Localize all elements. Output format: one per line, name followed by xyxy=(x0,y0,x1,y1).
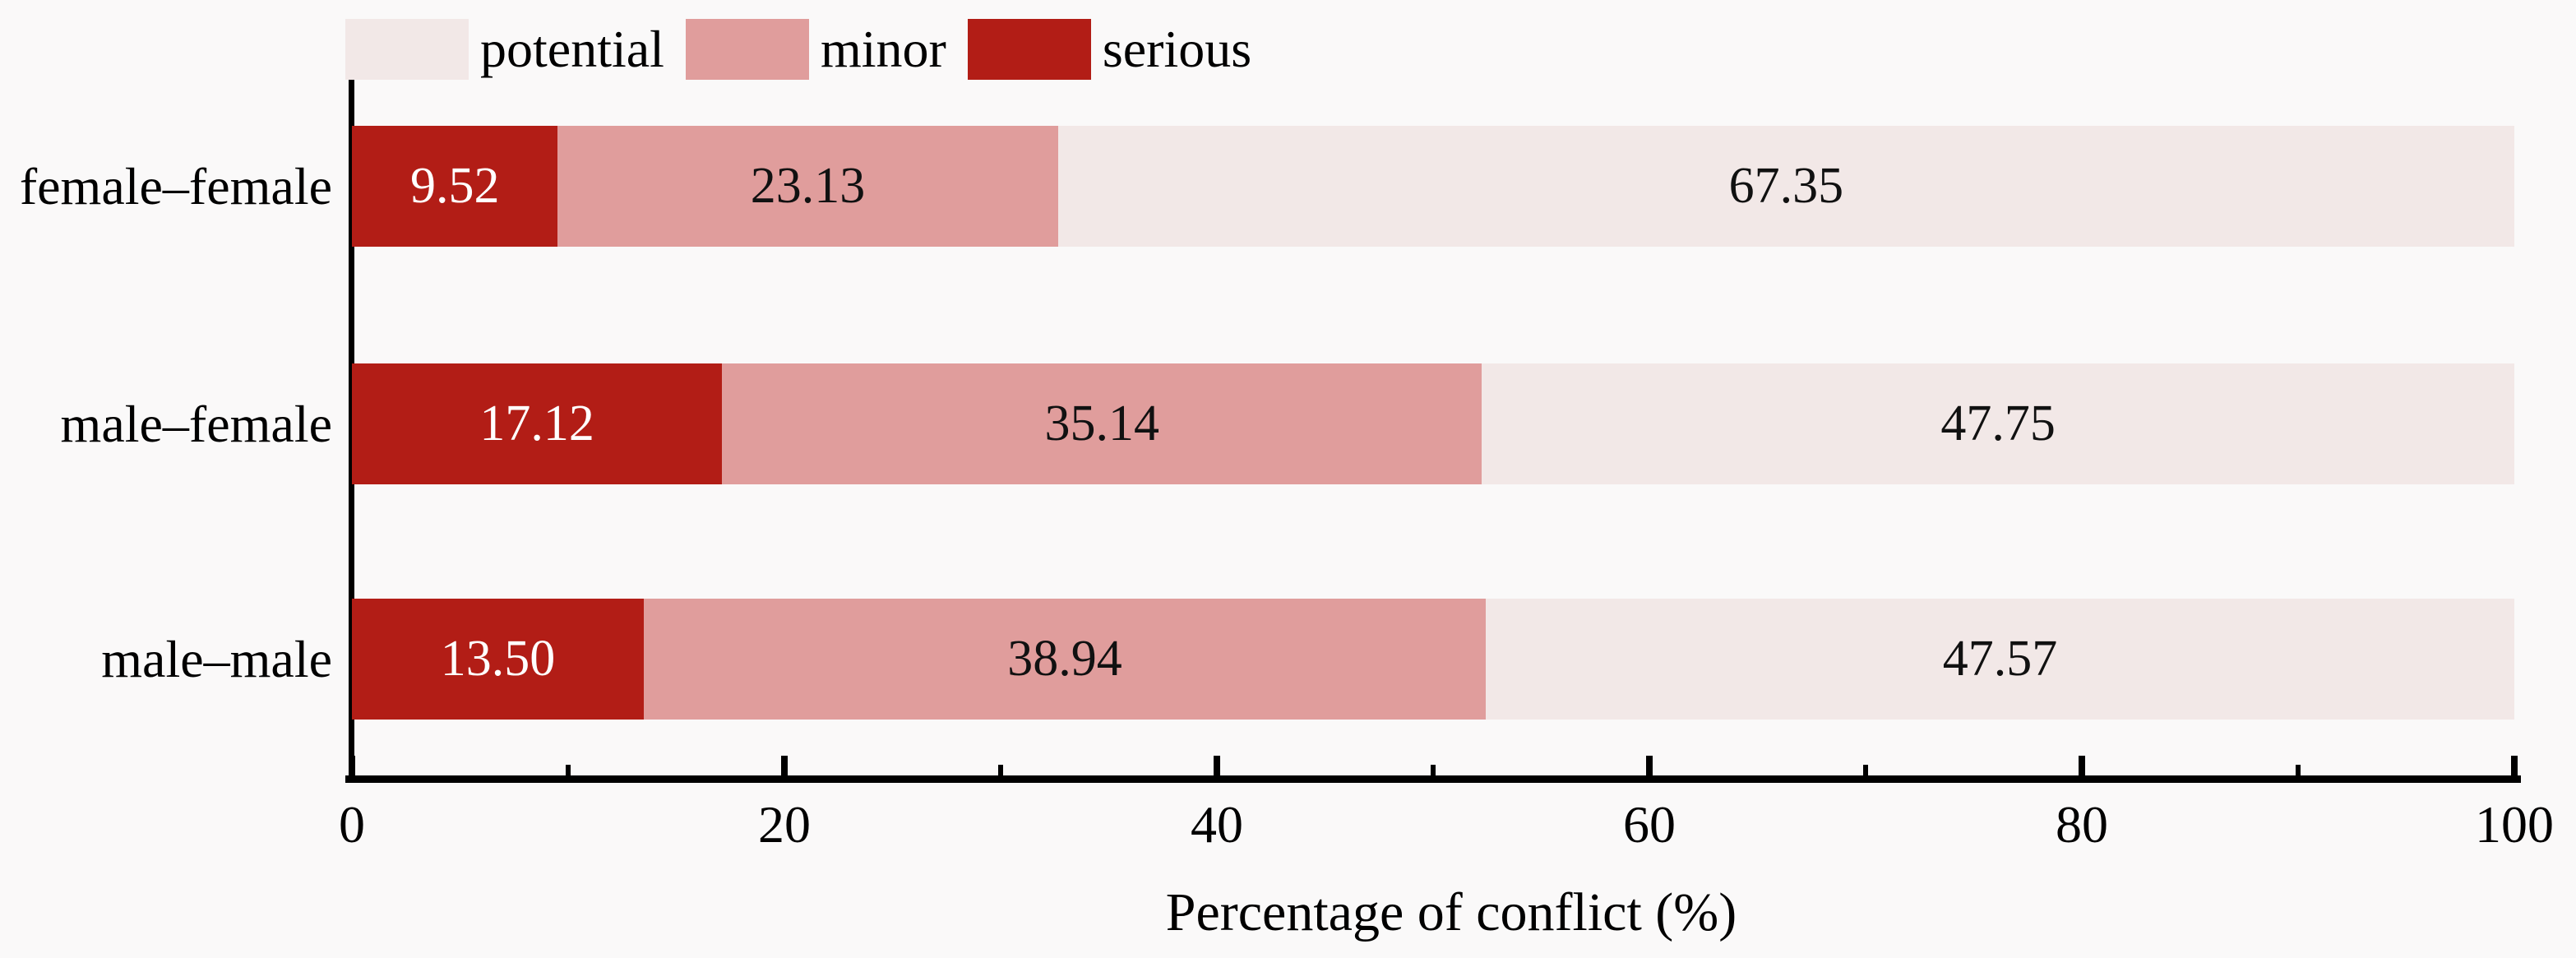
bar-segment-serious: 9.52 xyxy=(352,126,558,247)
x-major-tick xyxy=(781,756,788,775)
x-axis-line xyxy=(345,775,2521,783)
x-tick-label: 40 xyxy=(1191,795,1243,854)
legend-label: minor xyxy=(820,20,946,78)
bar-segment-minor: 23.13 xyxy=(557,126,1058,247)
x-tick-label: 20 xyxy=(758,795,811,854)
bar-segment-potential: 47.57 xyxy=(1486,599,2514,720)
bar-value-label: 35.14 xyxy=(1044,396,1160,451)
bar-segment-potential: 67.35 xyxy=(1057,126,2514,247)
x-tick-label: 80 xyxy=(2056,795,2108,854)
legend-label: serious xyxy=(1102,20,1252,78)
legend-item-serious: serious xyxy=(967,19,1252,80)
x-major-tick xyxy=(349,756,355,775)
legend-swatch-potential xyxy=(345,19,469,80)
x-major-tick xyxy=(1214,756,1220,775)
legend-label: potential xyxy=(480,20,664,78)
bar-segment-minor: 35.14 xyxy=(722,363,1482,484)
x-major-tick xyxy=(1646,756,1653,775)
bar-row-2: 17.12 35.14 47.75 xyxy=(352,363,2514,484)
bar-value-label: 23.13 xyxy=(750,158,866,214)
x-minor-tick xyxy=(1863,765,1868,775)
x-tick-label: 100 xyxy=(2475,795,2554,854)
bar-row-3: 13.50 38.94 47.57 xyxy=(352,599,2514,720)
bar-segment-serious: 17.12 xyxy=(352,363,723,484)
bar-value-label: 13.50 xyxy=(440,631,556,687)
bar-value-label: 47.57 xyxy=(1942,631,2058,687)
x-minor-tick xyxy=(566,765,571,775)
x-minor-tick xyxy=(1431,765,1436,775)
bar-value-label: 17.12 xyxy=(479,396,594,451)
bar-value-label: 9.52 xyxy=(409,158,500,214)
bar-value-label: 38.94 xyxy=(1007,631,1122,687)
x-major-tick xyxy=(2511,756,2518,775)
bar-segment-potential: 47.75 xyxy=(1482,363,2514,484)
legend-item-minor: minor xyxy=(685,19,946,80)
x-major-tick xyxy=(2079,756,2085,775)
legend-swatch-minor xyxy=(685,19,809,80)
legend-swatch-serious xyxy=(967,19,1091,80)
x-minor-tick xyxy=(2296,765,2301,775)
category-label: female–female xyxy=(19,156,332,215)
y-axis-line xyxy=(349,80,354,783)
bar-segment-minor: 38.94 xyxy=(644,599,1487,720)
bar-value-label: 67.35 xyxy=(1728,158,1844,214)
x-axis-title: Percentage of conflict (%) xyxy=(1165,882,1737,942)
category-label: male–male xyxy=(101,629,332,688)
x-tick-label: 60 xyxy=(1623,795,1676,854)
bar-row-1: 9.52 23.13 67.35 xyxy=(352,126,2514,247)
legend-item-potential: potential xyxy=(345,19,664,80)
x-tick-label: 0 xyxy=(339,795,365,854)
category-label: male–female xyxy=(60,394,332,453)
bar-segment-serious: 13.50 xyxy=(352,599,645,720)
x-minor-tick xyxy=(998,765,1003,775)
legend: potential minor serious xyxy=(345,19,1273,80)
bar-value-label: 47.75 xyxy=(1940,396,2056,451)
